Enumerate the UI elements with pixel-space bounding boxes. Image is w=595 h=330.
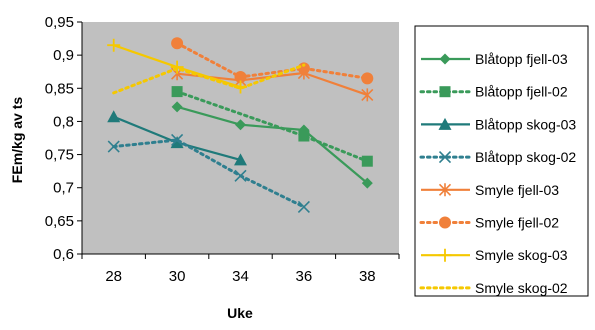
series-smyle-fjell-02 <box>171 37 374 85</box>
legend-marker <box>438 151 452 164</box>
x-tick-label: 30 <box>169 268 186 285</box>
legend-marker <box>439 216 451 229</box>
legend-label: Blåtopp skog-03 <box>475 116 576 132</box>
data-point-30 <box>171 37 184 50</box>
data-point-38 <box>361 72 374 85</box>
legend-marker <box>439 86 451 98</box>
series-blatopp-skog-03 <box>107 110 247 166</box>
y-tick-label: 0,85 <box>45 80 74 97</box>
series-line <box>175 90 369 163</box>
series-layer <box>107 37 374 214</box>
data-point-36 <box>298 130 310 142</box>
legend-item-smyle-fjell-03: Smyle fjell-03 <box>421 182 559 198</box>
legend-label: Smyle fjell-03 <box>475 182 559 198</box>
legend-item-smyle-skog-02: Smyle skog-02 <box>419 280 568 296</box>
data-point-38 <box>361 177 373 189</box>
y-tick-label: 0,75 <box>45 147 74 164</box>
legend-item-smyle-skog-03: Smyle skog-03 <box>421 247 568 263</box>
legend-marker <box>439 53 451 65</box>
series-line <box>176 105 369 184</box>
legend-label: Blåtopp skog-02 <box>475 149 576 165</box>
series-line <box>112 138 306 209</box>
data-point-28 <box>107 110 121 123</box>
x-tick-label: 38 <box>359 268 376 285</box>
data-point-34 <box>234 71 247 84</box>
data-point-36 <box>297 200 310 214</box>
data-point-38 <box>361 155 373 167</box>
series-smyle-skog-02 <box>112 63 306 95</box>
data-point-38 <box>361 88 374 102</box>
data-point-28 <box>107 140 120 153</box>
data-point-34 <box>234 169 247 182</box>
tick-layer: 0,6 0,65 0,7 0,75 0,8 0,85 0,9 0,95 28 30 34 36 38 <box>45 14 400 285</box>
legend-item-blatopp-fjell-02: Blåtopp fjell-02 <box>419 84 568 100</box>
series-blatopp-skog-02 <box>107 133 310 214</box>
plot-area <box>82 22 399 254</box>
data-point-30 <box>171 133 184 147</box>
legend-label: Blåtopp fjell-02 <box>475 84 568 100</box>
series-line <box>175 41 369 80</box>
data-point-28 <box>107 38 121 52</box>
x-tick-label: 28 <box>105 268 122 285</box>
y-tick-label: 0,65 <box>45 213 74 230</box>
x-tick-label: 34 <box>232 268 249 285</box>
legend-marker <box>438 183 452 197</box>
legend-box <box>414 25 589 297</box>
y-tick-label: 0,8 <box>53 113 74 130</box>
legend-label: Smyle fjell-02 <box>475 215 559 231</box>
data-point-34 <box>234 153 247 166</box>
data-point-30 <box>171 86 183 98</box>
data-point-34 <box>235 119 246 131</box>
data-point-36 <box>297 62 310 75</box>
y-tick-label: 0,6 <box>53 246 74 263</box>
legend-marker <box>438 248 452 262</box>
legend-item-blatopp-fjell-03: Blåtopp fjell-03 <box>421 51 568 67</box>
legend-label: Smyle skog-02 <box>475 280 568 296</box>
series-blatopp-fjell-02 <box>171 86 373 167</box>
legend: Blåtopp fjell-03 Blåtopp fjell-02 Blåtopp … <box>419 51 576 296</box>
legend-label: Smyle skog-03 <box>475 247 568 263</box>
legend-item-smyle-fjell-02: Smyle fjell-02 <box>419 215 559 231</box>
y-tick-label: 0,7 <box>53 180 74 197</box>
legend-item-blatopp-skog-03: Blåtopp skog-03 <box>421 116 576 132</box>
x-axis-title: Uke <box>227 305 253 321</box>
x-tick-label: 36 <box>296 268 313 285</box>
data-point-30 <box>171 101 183 113</box>
legend-item-blatopp-skog-02: Blåtopp skog-02 <box>419 149 576 165</box>
y-axis-title: FEm/kg av ts <box>9 97 25 184</box>
legend-marker <box>438 117 452 130</box>
data-point-30 <box>170 136 184 149</box>
y-tick-label: 0,95 <box>45 14 74 31</box>
legend-label: Blåtopp fjell-03 <box>475 51 568 67</box>
data-point-30 <box>170 60 184 74</box>
y-tick-label: 0,9 <box>53 47 74 64</box>
series-line <box>112 63 306 95</box>
